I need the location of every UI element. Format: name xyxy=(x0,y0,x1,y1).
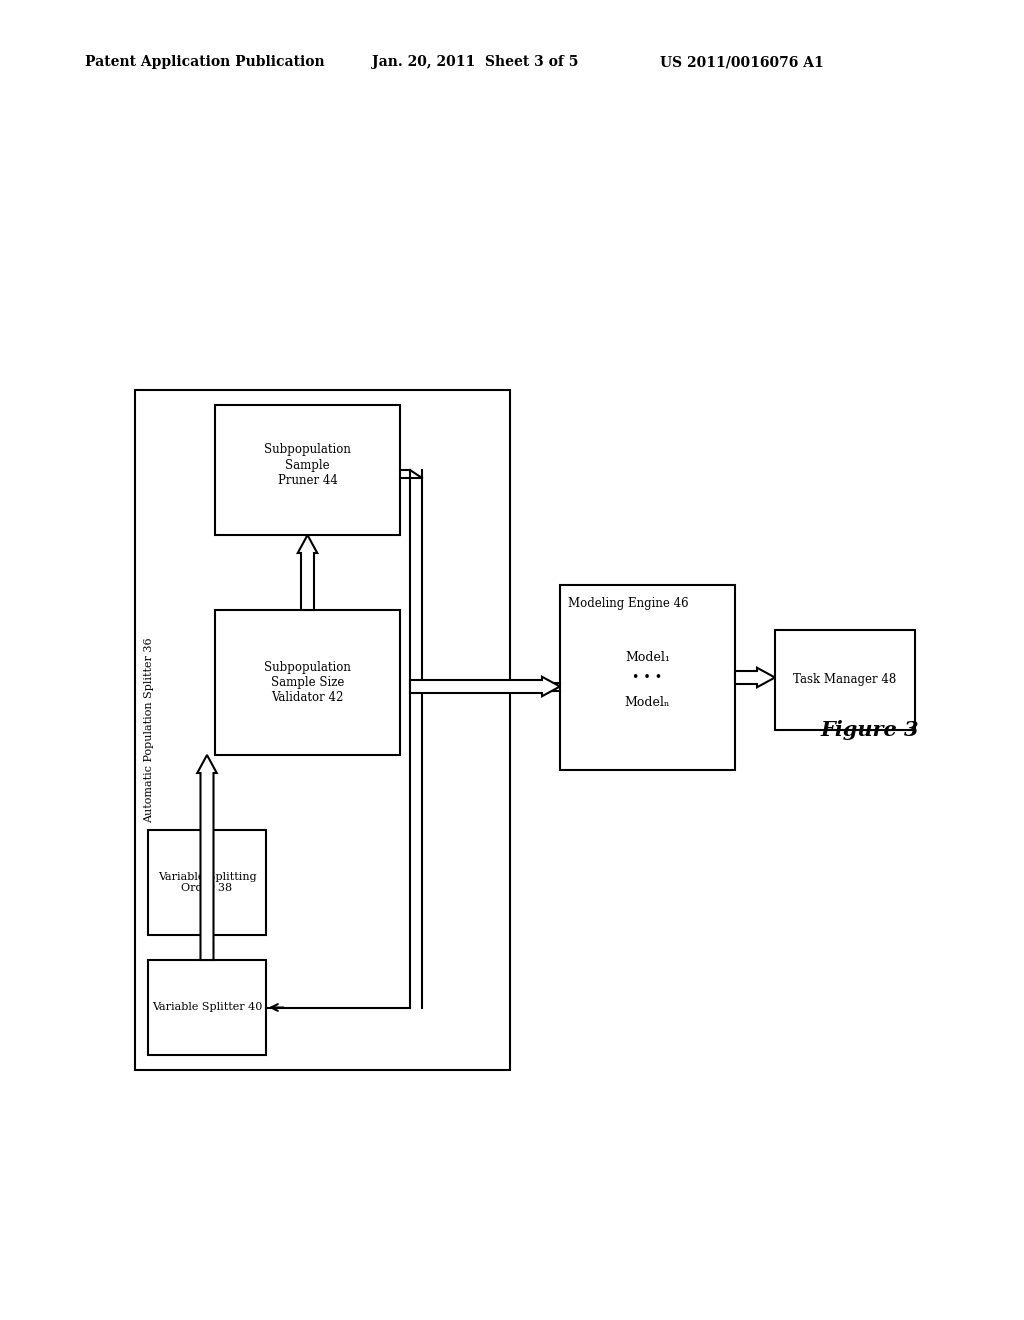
Text: Variable Splitter 40: Variable Splitter 40 xyxy=(152,1002,262,1012)
Text: Variable Splitting
Order 38: Variable Splitting Order 38 xyxy=(158,871,256,894)
Text: Subpopulation
Sample
Pruner 44: Subpopulation Sample Pruner 44 xyxy=(264,444,351,487)
Text: Task Manager 48: Task Manager 48 xyxy=(794,673,897,686)
Polygon shape xyxy=(410,677,560,696)
Text: US 2011/0016076 A1: US 2011/0016076 A1 xyxy=(660,55,823,69)
Bar xyxy=(215,405,400,535)
Bar xyxy=(148,960,266,1055)
Text: Jan. 20, 2011  Sheet 3 of 5: Jan. 20, 2011 Sheet 3 of 5 xyxy=(372,55,579,69)
Text: Automatic Population Splitter 36: Automatic Population Splitter 36 xyxy=(144,638,154,822)
Text: Figure 3: Figure 3 xyxy=(821,719,920,741)
Bar xyxy=(135,389,510,1071)
Polygon shape xyxy=(735,668,775,688)
Bar xyxy=(215,610,400,755)
Bar xyxy=(148,830,266,935)
Text: Modeling Engine 46: Modeling Engine 46 xyxy=(568,597,688,610)
Text: Modelₙ: Modelₙ xyxy=(625,696,670,709)
Text: Model₁: Model₁ xyxy=(625,651,670,664)
Text: • • •: • • • xyxy=(633,671,663,684)
Bar xyxy=(775,630,915,730)
Polygon shape xyxy=(198,755,217,960)
Polygon shape xyxy=(298,535,317,610)
Text: Patent Application Publication: Patent Application Publication xyxy=(85,55,325,69)
Bar xyxy=(560,585,735,770)
Text: Subpopulation
Sample Size
Validator 42: Subpopulation Sample Size Validator 42 xyxy=(264,661,351,704)
